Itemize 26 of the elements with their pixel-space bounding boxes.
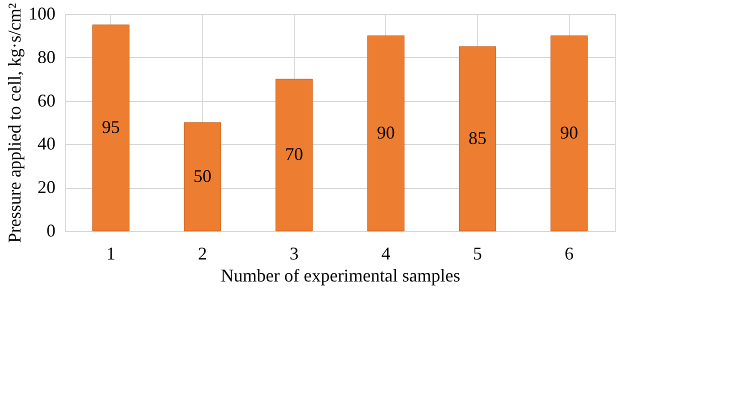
bar bbox=[276, 78, 313, 232]
y-axis-title: Pressure applied to cell, kg·s/cm² bbox=[4, 3, 24, 243]
bar bbox=[367, 35, 404, 232]
x-tick-label: 2 bbox=[198, 244, 207, 264]
y-tick-label: 20 bbox=[38, 177, 56, 198]
x-tick-label: 1 bbox=[106, 244, 116, 264]
y-tick-label: 100 bbox=[28, 4, 56, 24]
bar bbox=[184, 122, 222, 232]
y-tick-label: 80 bbox=[38, 46, 56, 67]
data-label: 85 bbox=[468, 128, 486, 148]
y-tick-label: 60 bbox=[38, 90, 56, 110]
data-label: 90 bbox=[560, 122, 578, 142]
y-tick-label: 40 bbox=[38, 134, 56, 154]
bar bbox=[550, 35, 588, 232]
x-tick-label: 6 bbox=[564, 244, 574, 264]
x-axis-title: Number of experimental samples bbox=[220, 266, 460, 286]
bar bbox=[92, 24, 130, 232]
data-label: 70 bbox=[285, 144, 304, 164]
x-tick-label: 3 bbox=[290, 244, 299, 264]
data-label: 95 bbox=[102, 116, 120, 137]
bar bbox=[458, 46, 496, 232]
x-tick-label: 4 bbox=[381, 244, 390, 264]
data-label: 50 bbox=[194, 166, 212, 186]
y-tick-label: 0 bbox=[46, 220, 56, 240]
x-tick-label: 5 bbox=[473, 244, 482, 264]
data-label: 90 bbox=[376, 122, 395, 142]
